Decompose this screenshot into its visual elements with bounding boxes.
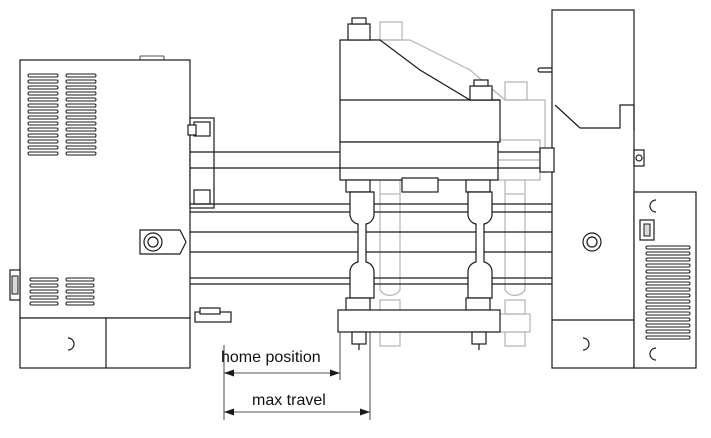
vent-slot — [645, 299, 691, 304]
vent-slot — [65, 121, 97, 126]
right-vent-box — [633, 191, 697, 369]
vent-slot — [65, 151, 97, 156]
vent-slot — [27, 127, 59, 132]
vent-slot — [65, 283, 95, 288]
vent-slot — [65, 91, 97, 96]
dimension-max-travel — [224, 332, 371, 420]
vent-slot — [27, 103, 59, 108]
vent-slot — [645, 287, 691, 292]
vent-slot — [29, 301, 59, 306]
vent-slot — [29, 283, 59, 288]
vent-slot — [65, 97, 97, 102]
vent-slot — [65, 301, 95, 306]
right-motor-housing — [537, 9, 645, 369]
vent-slot — [65, 73, 97, 78]
vent-slot — [27, 85, 59, 90]
vent-slot — [27, 151, 59, 156]
vent-slot — [645, 269, 691, 274]
vent-slot — [65, 145, 97, 150]
vent-slot — [65, 127, 97, 132]
vent-slot — [65, 115, 97, 120]
vent-slot — [645, 251, 691, 256]
vent-slot — [27, 133, 59, 138]
vent-slot — [65, 289, 95, 294]
left-vent-grille-bottom — [29, 277, 95, 306]
right-vent-grille — [645, 245, 691, 340]
vent-slot — [645, 245, 691, 250]
carriage-home-position — [337, 17, 501, 350]
vent-slot — [645, 305, 691, 310]
vent-slot — [645, 257, 691, 262]
vent-slot — [65, 133, 97, 138]
left-shaft-clamp — [187, 117, 215, 209]
vent-slot — [29, 289, 59, 294]
vent-slot — [645, 329, 691, 334]
vent-slot — [27, 73, 59, 78]
left-motor-housing — [19, 55, 191, 369]
vent-slot — [27, 115, 59, 120]
vent-slot — [27, 91, 59, 96]
label-home-position: home position — [221, 349, 321, 366]
vent-slot — [65, 139, 97, 144]
label-max-travel: max travel — [252, 392, 326, 409]
vent-slot — [29, 295, 59, 300]
vent-slot — [27, 145, 59, 150]
left-vent-grille-top — [27, 73, 97, 156]
vent-slot — [65, 103, 97, 108]
vent-slot — [65, 79, 97, 84]
vent-slot — [645, 335, 691, 340]
vent-slot — [645, 323, 691, 328]
power-switch-rocker — [11, 275, 19, 295]
bottom-left-bracket — [194, 307, 232, 323]
vent-slot — [27, 109, 59, 114]
vent-slot — [27, 121, 59, 126]
vent-slot — [65, 295, 95, 300]
vent-slot — [645, 311, 691, 316]
dimension-home-position — [223, 332, 341, 420]
vent-slot — [65, 109, 97, 114]
left-knob — [139, 229, 187, 255]
vent-slot — [27, 97, 59, 102]
vent-slot — [645, 275, 691, 280]
vent-slot — [645, 317, 691, 322]
vent-slot — [65, 277, 95, 282]
vent-slot — [645, 293, 691, 298]
vent-slot — [29, 277, 59, 282]
vent-slot — [645, 263, 691, 268]
vent-slot — [27, 139, 59, 144]
vent-slot — [27, 79, 59, 84]
vent-slot — [645, 281, 691, 286]
vent-slot — [65, 85, 97, 90]
